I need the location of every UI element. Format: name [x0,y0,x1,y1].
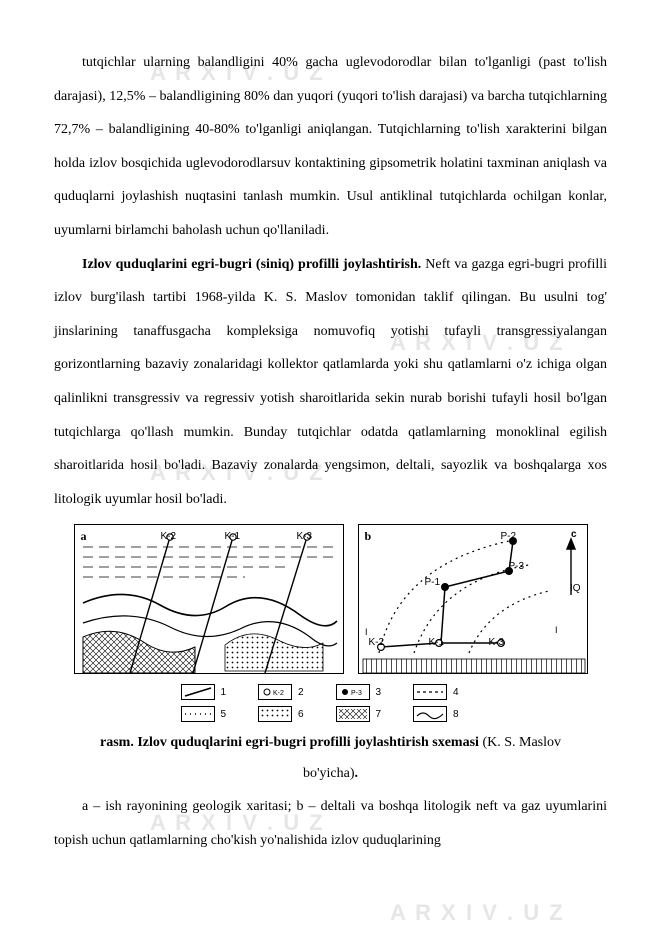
svg-text:I: I [365,627,368,637]
body-paragraph-2: Izlov quduqlarini egri-bugri (siniq) pro… [54,248,607,517]
legend-number: 1 [221,687,227,698]
figure-panel-a: a K-2 K-1 K-3 [74,524,344,674]
panel-b-svg: I I [359,525,589,675]
figure-panel-b: b c IQ P-2 P-3 P-1 K-2 K-1 K-3 [358,524,588,674]
legend-item-7: 7 [336,706,404,722]
legend-item-6: 6 [258,706,326,722]
legend-swatch: K-2 [258,684,292,700]
page: A R X I V . U Z A R X I V . U Z A R X I … [0,0,661,935]
figure: a K-2 K-1 K-3 [54,524,607,722]
legend-number: 2 [298,687,304,698]
svg-text:P-3: P-3 [351,690,362,697]
well-label: K-2 [161,531,177,542]
panel-b-iq-label: IQ [570,583,581,594]
well-label: K-3 [297,531,313,542]
well-label: P-1 [425,577,441,588]
well-label: K-1 [429,637,445,648]
caption-tail: (K. S. Maslov [479,735,561,750]
legend-item-5: 5 [181,706,249,722]
legend-number: 5 [221,709,227,720]
figure-caption: rasm. Izlov quduqlarini egri-bugri profi… [54,728,607,790]
caption-line2b: . [355,766,359,781]
well-label: K-3 [489,637,505,648]
legend-swatch [181,706,215,722]
well-label: P-3 [509,561,525,572]
body-paragraph-1: tutqichlar ularning balandligini 40% gac… [54,46,607,248]
legend-swatch [181,684,215,700]
figure-panels: a K-2 K-1 K-3 [74,524,588,674]
legend-swatch [413,684,447,700]
svg-text:I: I [555,625,558,635]
legend-number: 4 [453,687,459,698]
legend-swatch: P-3 [336,684,370,700]
paragraph-2-body: Neft va gazga egri-bugri profilli izlov … [54,257,607,507]
legend-item-4: 4 [413,684,481,700]
figure-legend: 1 K-2 2 P-3 3 4 5 [181,684,481,722]
legend-number: 3 [376,687,382,698]
legend-number: 6 [298,709,304,720]
legend-item-3: P-3 3 [336,684,404,700]
body-paragraph-3: a – ish rayonining geologik xaritasi; b … [54,790,607,857]
well-label: P-2 [501,531,517,542]
legend-swatch [258,706,292,722]
watermark: A R X I V . U Z [390,900,565,926]
well-label: K-2 [369,637,385,648]
caption-bold: rasm. Izlov quduqlarini egri-bugri profi… [100,735,479,750]
panel-a-label: a [81,529,87,544]
legend-swatch [413,706,447,722]
panel-b-c-label: c [571,529,577,540]
legend-swatch [336,706,370,722]
legend-number: 8 [453,709,459,720]
legend-item-8: 8 [413,706,481,722]
legend-number: 7 [376,709,382,720]
panel-b-label: b [365,529,372,544]
well-label: K-1 [225,531,241,542]
legend-item-2: K-2 2 [258,684,326,700]
caption-line2a: bo'yicha) [303,766,355,781]
paragraph-2-heading: Izlov quduqlarini egri-bugri (siniq) pro… [82,257,421,272]
panel-a-svg [75,525,345,675]
legend-item-1: 1 [181,684,249,700]
svg-text:K-2: K-2 [273,690,284,697]
